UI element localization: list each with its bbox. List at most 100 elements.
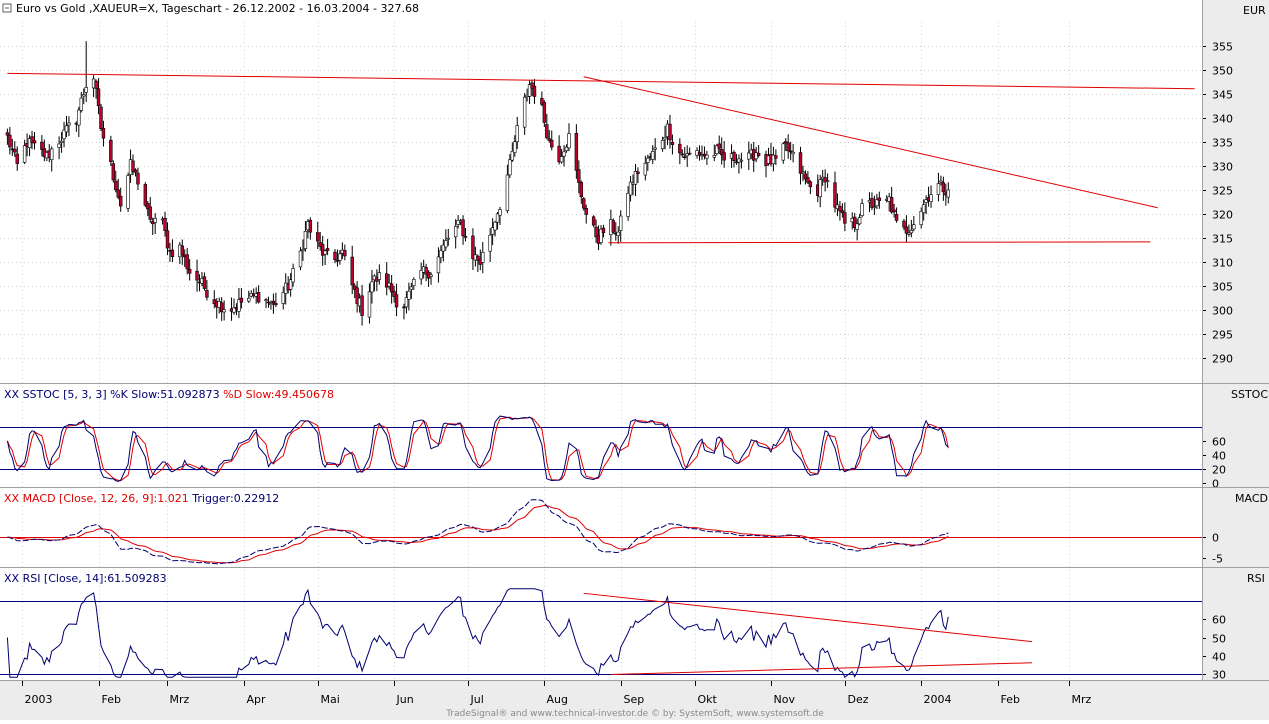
price-tick-label: 355	[1212, 41, 1233, 54]
candle-body	[5, 132, 10, 136]
candle-body	[806, 177, 810, 183]
candle-body	[599, 228, 603, 243]
candle-body	[222, 309, 226, 313]
candle-body	[256, 292, 261, 303]
candle-body	[771, 154, 776, 165]
candle-body	[651, 151, 655, 160]
candle-body	[801, 171, 805, 174]
candle-body	[402, 306, 406, 309]
candle-body	[205, 289, 209, 298]
sstoc-tick-label: 40	[1212, 450, 1226, 463]
price-tick-label: 300	[1212, 305, 1233, 318]
candle-body	[678, 143, 682, 154]
candle-body	[301, 249, 305, 251]
candle-body	[266, 301, 271, 304]
candle-body	[308, 219, 313, 233]
price-pane: 290 295 300 305 310 315 320 325 330 335 340 345 350 3…	[0, 41, 1233, 366]
rsi-tick-label: 30	[1212, 669, 1226, 682]
candle-body	[394, 294, 399, 308]
candle-body	[781, 143, 785, 161]
sstoc-pane: XX SSTOC [5, 3, 3] %K Slow:51.092873 %D …	[0, 388, 1268, 491]
price-tick-label: 295	[1212, 329, 1233, 342]
candle-body	[717, 143, 721, 149]
candle-body	[67, 122, 71, 126]
trendline-support	[608, 241, 1151, 244]
candle-body	[803, 173, 808, 180]
candle-body	[32, 140, 37, 144]
candle-body	[559, 156, 564, 163]
candle-body	[921, 204, 926, 213]
sstoc-d-value: 49.450678	[274, 388, 334, 401]
candle-body	[646, 157, 650, 163]
rsi-axis-label: RSI	[1247, 572, 1265, 585]
candle-body	[668, 123, 672, 141]
candle-body	[619, 215, 623, 231]
candle-body	[540, 98, 544, 105]
price-tick-label: 320	[1212, 209, 1233, 222]
candle-body	[269, 303, 273, 306]
sstoc-title-prefix: XX SSTOC [5, 3, 3] %K Slow:	[4, 388, 160, 401]
candle-body	[165, 230, 170, 249]
time-tick-label-5: Jun	[396, 693, 414, 706]
candle-body	[195, 270, 199, 281]
sstoc-tick-label: 20	[1212, 464, 1226, 477]
candle-body	[902, 220, 906, 228]
candle-body	[316, 232, 320, 242]
candle-body	[941, 182, 946, 193]
time-tick-label-4: Mai	[321, 693, 340, 706]
candle-body	[722, 152, 726, 161]
candle-body	[660, 139, 665, 150]
candle-body	[840, 210, 845, 214]
candle-body	[739, 159, 744, 162]
candle-body	[237, 299, 241, 312]
rsi-line	[6, 588, 949, 678]
candle-body	[407, 290, 411, 300]
macd-title: XX MACD [Close, 12, 26, 9]:1.021 Trigger…	[4, 492, 279, 505]
sstoc-tick-label: 60	[1212, 436, 1226, 449]
candle-body	[495, 213, 500, 223]
candle-body	[505, 174, 510, 211]
candle-body	[833, 182, 837, 208]
candle-body	[461, 219, 465, 237]
price-tick-label: 325	[1212, 185, 1233, 198]
candle-body	[663, 136, 667, 140]
candle-body	[338, 253, 342, 261]
candle-body	[143, 184, 148, 206]
candle-body	[510, 151, 515, 161]
time-tick-label-9: Okt	[698, 693, 718, 706]
candle-body	[133, 169, 138, 173]
candle-body	[202, 276, 207, 289]
candle-body	[838, 205, 842, 212]
price-tick-label: 350	[1212, 65, 1233, 78]
candle-body	[99, 106, 103, 129]
candle-body	[8, 134, 12, 148]
sstoc-axis-label: SSTOC	[1231, 388, 1268, 401]
candle-body	[929, 194, 933, 202]
candle-body	[163, 217, 167, 231]
candle-body	[111, 163, 116, 181]
price-tick-label: 335	[1212, 137, 1233, 150]
candle-body	[594, 226, 598, 238]
candle-body	[579, 182, 583, 198]
candle-body	[476, 255, 480, 261]
time-tick-label-0: 2003	[25, 693, 53, 706]
candle-body	[79, 97, 83, 111]
candle-body	[298, 250, 303, 268]
candle-body	[343, 250, 347, 257]
price-axis-background	[1202, 0, 1269, 720]
candle-body	[705, 154, 709, 159]
candle-body	[232, 307, 236, 313]
trendline-rsi-uptrend	[610, 662, 1033, 675]
time-axis: 2003 Feb Mrz Apr Mai Jun Jul Aug Sep Okt Nov Dez 200…	[22, 681, 1092, 706]
candle-body	[527, 84, 532, 97]
candle-body	[239, 297, 244, 303]
candle-body	[320, 244, 325, 256]
chart-menu-icon[interactable]	[2, 3, 12, 13]
candle-body	[219, 302, 224, 313]
sstoc-tick-label: 0	[1212, 478, 1219, 491]
candle-body	[126, 175, 130, 209]
candle-body	[616, 231, 620, 236]
